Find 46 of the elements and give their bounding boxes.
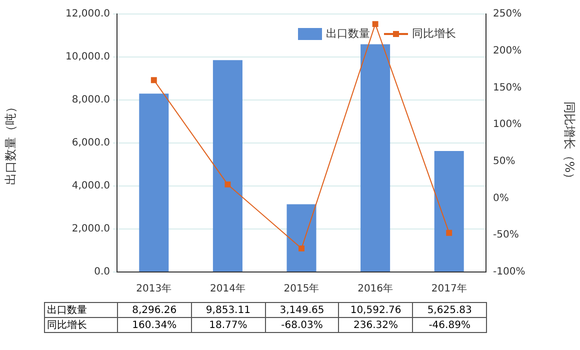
bar [434, 151, 464, 272]
data-label: 160.34% [118, 318, 192, 332]
data-label: 18.77% [191, 318, 266, 332]
data-label: 5,625.83 [412, 302, 486, 318]
x-tick-label: 2015年 [284, 282, 320, 295]
point [372, 21, 378, 28]
x-tick-label: 2014年 [210, 282, 246, 295]
x-tick-label: 2017年 [431, 282, 467, 295]
x-tick-label: 2016年 [358, 282, 394, 295]
y2-tick-label: 100% [493, 119, 522, 130]
y2-axis-title: 同比增长（%） [562, 101, 577, 185]
legend-label: 同比增长 [412, 26, 456, 40]
data-label: 9,853.11 [191, 302, 266, 318]
y-tick-label: 0.0 [94, 266, 110, 278]
point [298, 245, 304, 252]
y-tick-label: 6,000.0 [72, 138, 110, 149]
point [150, 77, 157, 84]
y-tick-label: 2,000.0 [72, 224, 110, 235]
text: 出口数量 [47, 305, 87, 316]
point [446, 230, 452, 236]
x-tick-label: 2013年 [136, 282, 172, 295]
data-label: -46.89% [412, 318, 486, 332]
y2-tick-label: -50% [493, 230, 519, 241]
y2-tick-label: -100% [493, 266, 526, 278]
text: 同比增长 [47, 320, 87, 331]
y-tick-label: 10,000.0 [65, 52, 110, 63]
y2-tick-label: 200% [493, 45, 522, 56]
legend-label: 出口数量 [326, 26, 370, 40]
data-label: 3,149.65 [265, 302, 339, 318]
point [224, 181, 231, 188]
y2-tick-label: 250% [493, 8, 522, 20]
y2-tick-label: 0% [493, 192, 509, 204]
y2-tick-label: 150% [493, 82, 522, 94]
y-tick-label: 8,000.0 [72, 94, 110, 106]
data-label: 8,296.26 [118, 302, 192, 318]
data-label: -68.03% [265, 318, 339, 332]
bar [286, 204, 316, 272]
bar [212, 60, 242, 272]
bar [360, 44, 390, 272]
y-tick-label: 4,000.0 [72, 180, 110, 192]
data-label: 236.32% [338, 318, 413, 332]
bar [139, 94, 169, 272]
y-tick-label: 12,000.0 [65, 8, 110, 20]
y-axis-title: 出口数量（吨） [3, 101, 18, 185]
y2-tick-label: 50% [493, 156, 516, 168]
data-label: 10,592.76 [338, 302, 413, 318]
